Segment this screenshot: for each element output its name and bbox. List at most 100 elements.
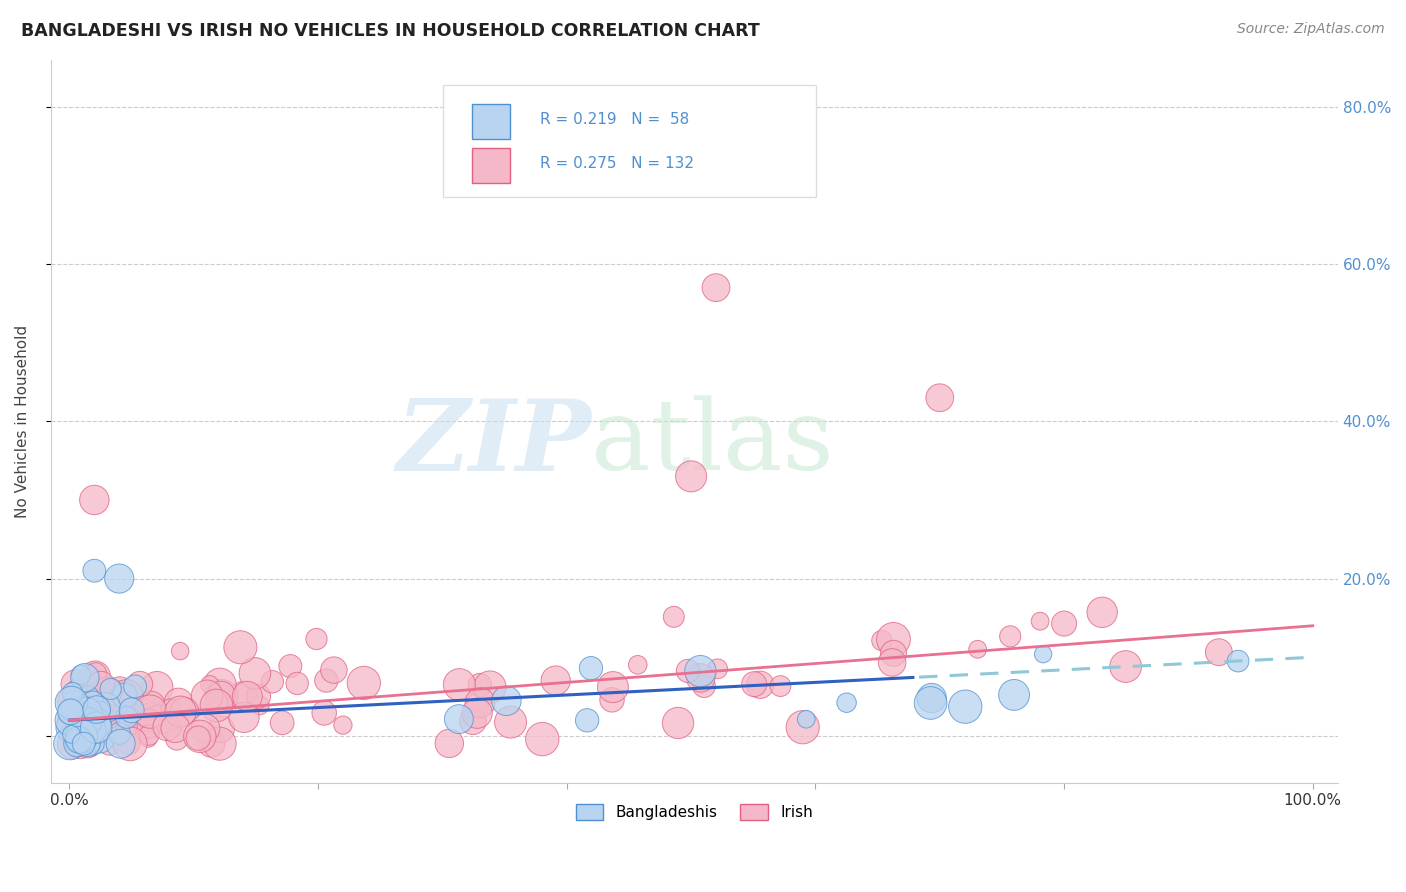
Point [236,689,259,703]
Point [1002,688,1025,702]
Point [278,659,301,673]
Point [198,678,221,692]
Point [544,673,567,688]
Point [75,714,97,729]
Point [921,691,943,706]
Point [62,737,84,751]
Point [59,717,82,731]
Point [69,737,91,751]
Point [285,676,308,690]
Point [84,669,107,683]
Point [229,640,252,655]
Point [138,728,160,742]
Point [94,714,117,728]
Text: Source: ZipAtlas.com: Source: ZipAtlas.com [1237,22,1385,37]
Point [167,695,190,709]
Point [465,706,488,721]
Point [249,698,271,713]
Point [80,737,103,751]
Point [693,679,716,693]
Point [499,715,522,730]
Point [83,723,105,738]
Legend: Bangladeshis, Irish: Bangladeshis, Irish [569,797,818,826]
Point [166,731,188,746]
Point [82,737,104,751]
Point [98,713,121,727]
Point [966,642,988,657]
Point [69,718,91,732]
Point [69,737,91,751]
Point [62,694,84,708]
Point [194,721,217,735]
Point [90,716,112,731]
Text: R = 0.219   N =  58: R = 0.219 N = 58 [540,112,689,128]
Point [742,677,765,691]
Point [769,679,792,693]
Point [101,703,124,717]
Point [136,716,159,731]
Point [165,721,187,735]
FancyBboxPatch shape [443,85,817,197]
Point [84,721,107,735]
Point [75,706,97,720]
Point [94,700,117,714]
Point [209,723,232,737]
Point [138,731,160,746]
Point [159,701,181,715]
Point [63,722,86,736]
Point [1091,605,1114,619]
Point [148,713,170,727]
Point [108,726,131,740]
Text: atlas: atlas [592,395,834,491]
Point [67,732,90,747]
Point [66,710,89,724]
Point [247,690,270,704]
Point [100,681,122,696]
Point [1032,647,1054,661]
Point [98,737,121,751]
Point [332,718,354,732]
Point [110,737,132,751]
Point [83,564,105,578]
Point [468,696,491,710]
Point [188,730,211,744]
Point [139,710,162,724]
Point [103,721,125,735]
Point [689,671,711,685]
Point [70,668,93,682]
FancyBboxPatch shape [471,104,510,139]
Point [96,705,118,719]
Point [138,714,160,729]
Point [447,712,470,726]
Point [94,706,117,721]
Point [83,716,105,731]
Text: BANGLADESHI VS IRISH NO VEHICLES IN HOUSEHOLD CORRELATION CHART: BANGLADESHI VS IRISH NO VEHICLES IN HOUS… [21,22,759,40]
Point [835,696,858,710]
Point [60,696,83,710]
Point [576,714,599,728]
Point [59,705,82,719]
Point [128,677,150,691]
Point [83,724,105,739]
Point [89,704,111,718]
Point [468,678,491,692]
Point [60,705,83,719]
Point [169,705,191,719]
Point [1208,645,1230,659]
Point [65,726,87,740]
Point [676,664,699,678]
Point [205,698,228,713]
Point [124,680,146,694]
Point [73,707,96,722]
Point [108,572,131,586]
Point [579,661,602,675]
Point [84,666,107,681]
Point [90,678,112,692]
Point [315,673,337,688]
Text: ZIP: ZIP [396,395,592,491]
Point [205,695,228,709]
Point [73,671,96,685]
Point [86,702,108,716]
Point [93,706,115,721]
Point [600,693,623,707]
